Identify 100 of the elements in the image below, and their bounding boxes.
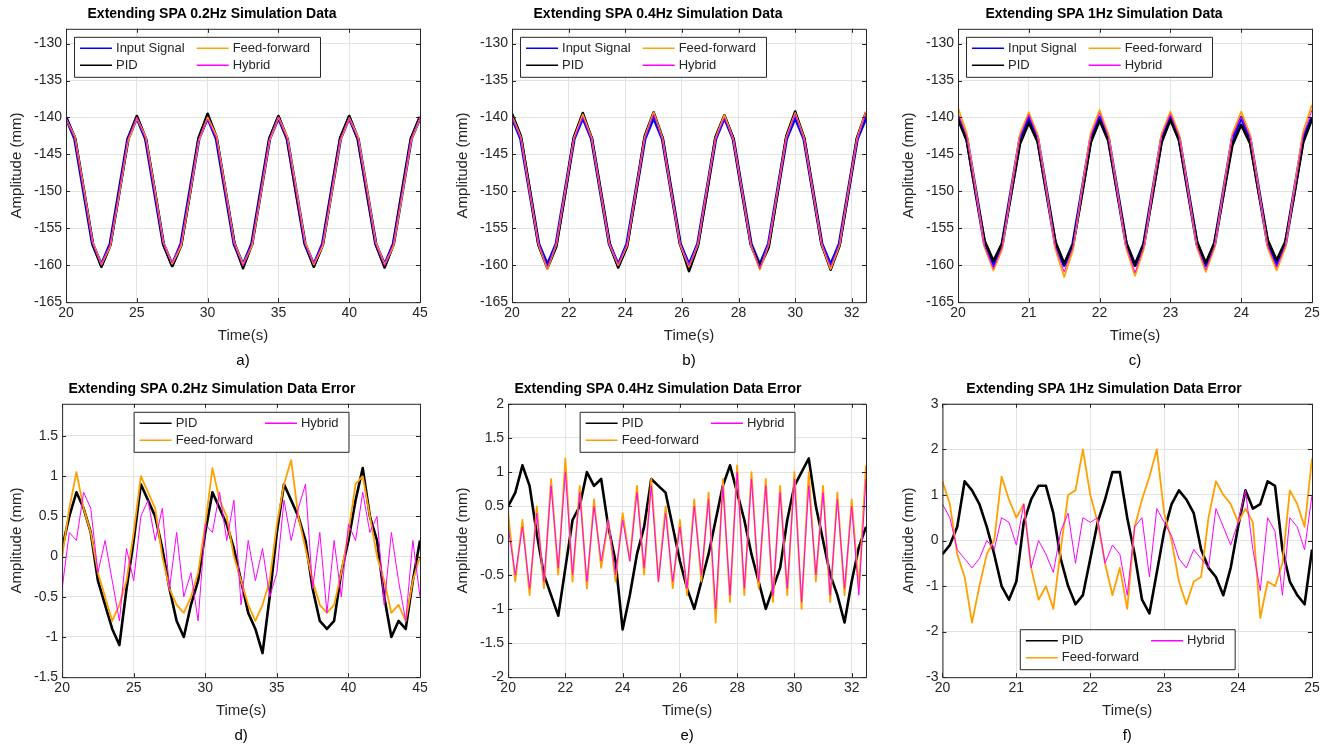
x-tick-label: 35 (270, 304, 287, 321)
y-tick-label: -130 (925, 34, 955, 51)
legend-label: Hybrid (1187, 632, 1225, 648)
x-tick-label: 28 (729, 679, 746, 696)
legend-label: Feed-forward (1124, 39, 1202, 55)
x-tick-label: 23 (1156, 679, 1173, 696)
y-tick-label: -145 (925, 145, 955, 162)
x-axis-title: Time(s) (1109, 326, 1161, 344)
legend-label: Hybrid (1124, 56, 1163, 72)
x-tick-label: 22 (557, 679, 574, 696)
x-tick-label: 30 (787, 304, 804, 321)
x-tick-label: 21 (1021, 304, 1037, 321)
x-tick-label: 40 (341, 304, 358, 321)
x-tick-label: 20 (500, 679, 517, 696)
legend-label: Hybrid (678, 56, 717, 72)
x-tick-label: 26 (674, 304, 690, 321)
x-tick-label: 24 (614, 679, 631, 696)
x-axis-title: Time(s) (217, 326, 269, 344)
x-tick-label: 24 (617, 304, 634, 321)
y-tick-label: 0.5 (38, 507, 59, 524)
x-tick-label: 30 (197, 679, 214, 696)
legend-label: PID (621, 414, 644, 430)
y-axis-title: Amplitude (mm) (7, 487, 25, 594)
y-tick-label: 1.5 (38, 426, 59, 443)
y-tick-label: 1 (930, 485, 939, 502)
chart-title: Extending SPA 0.2Hz Simulation Data (87, 5, 337, 22)
x-tick-label: 25 (129, 304, 145, 321)
y-axis-title: Amplitude (mm) (899, 112, 917, 219)
chart-title: Extending SPA 1Hz Simulation Data Error (966, 380, 1243, 397)
y-tick-label: -145 (479, 145, 509, 162)
y-tick-label: -130 (33, 34, 63, 51)
x-tick-label: 30 (199, 304, 216, 321)
y-tick-label: 0 (496, 531, 505, 548)
x-axis-title: Time(s) (663, 326, 715, 344)
y-tick-label: 0 (930, 531, 939, 548)
y-tick-label: -140 (33, 108, 63, 125)
x-tick-label: 24 (1233, 304, 1250, 321)
y-axis-title: Amplitude (mm) (7, 112, 25, 219)
legend-label: PID (175, 414, 198, 430)
y-tick-label: -1.5 (480, 633, 505, 650)
legend-label: Feed-forward (175, 431, 253, 447)
y-axis-title: Amplitude (mm) (899, 487, 917, 594)
text: b) (682, 351, 696, 368)
y-tick-label: -1 (491, 599, 505, 616)
y-tick-label: -0.5 (480, 565, 505, 582)
y-tick-label: -150 (479, 182, 509, 199)
y-tick-label: -135 (479, 71, 509, 88)
y-tick-label: 3 (930, 394, 939, 411)
y-tick-label: 2 (496, 394, 505, 411)
text: a) (236, 351, 250, 368)
y-tick-label: -160 (925, 256, 955, 273)
y-tick-label: -135 (33, 71, 63, 88)
y-tick-label: -155 (33, 219, 63, 236)
y-tick-label: 1 (496, 463, 505, 480)
y-tick-label: 0 (50, 547, 59, 564)
legend-label: PID (562, 56, 584, 72)
text: c) (1128, 351, 1142, 368)
x-tick-label: 26 (672, 679, 688, 696)
y-tick-label: 2 (930, 440, 939, 457)
x-tick-label: 24 (1230, 679, 1247, 696)
chart-title: Extending SPA 0.4Hz Simulation Data Error (514, 380, 803, 397)
x-tick-label: 40 (340, 679, 357, 696)
legend-label: Hybrid (232, 56, 271, 72)
y-tick-label: 0.5 (484, 497, 505, 514)
y-tick-label: 1.5 (484, 428, 505, 445)
y-tick-label: 1 (50, 467, 59, 484)
y-tick-label: -155 (479, 219, 509, 236)
y-tick-label: -135 (925, 71, 955, 88)
legend-label: Feed-forward (621, 431, 699, 447)
y-tick-label: -1 (45, 627, 59, 644)
legend-label: Input Signal (1008, 39, 1077, 55)
x-tick-label: 22 (1082, 679, 1099, 696)
legend-label: Feed-forward (678, 39, 756, 55)
legend-label: Feed-forward (232, 39, 310, 55)
y-tick-label: -0.5 (34, 587, 59, 604)
x-tick-label: 22 (1091, 304, 1108, 321)
y-tick-label: -140 (925, 108, 955, 125)
y-tick-label: -160 (479, 256, 509, 273)
y-axis-title: Amplitude (mm) (453, 112, 471, 219)
x-tick-label: 25 (1304, 304, 1320, 321)
legend-label: Hybrid (746, 414, 785, 430)
x-tick-label: 30 (786, 679, 803, 696)
chart-title: Extending SPA 0.2Hz Simulation Data Error (68, 380, 357, 397)
legend-label: Hybrid (300, 414, 339, 430)
x-tick-label: 45 (412, 679, 428, 696)
x-tick-label: 32 (843, 679, 860, 696)
text: f) (1122, 726, 1132, 743)
legend-label: PID (116, 56, 138, 72)
legend-label: Input Signal (562, 39, 631, 55)
chart-title: Extending SPA 0.4Hz Simulation Data (533, 5, 783, 22)
y-tick-label: -130 (479, 34, 509, 51)
chart-title: Extending SPA 1Hz Simulation Data (985, 5, 1223, 22)
x-tick-label: 35 (269, 679, 285, 696)
x-tick-label: 28 (730, 304, 747, 321)
y-tick-label: -1 (926, 576, 939, 593)
y-tick-label: -160 (33, 256, 63, 273)
x-axis-title: Time(s) (215, 701, 267, 719)
y-tick-label: -150 (925, 182, 955, 199)
x-tick-label: 22 (560, 304, 577, 321)
legend-label: Input Signal (116, 39, 185, 55)
